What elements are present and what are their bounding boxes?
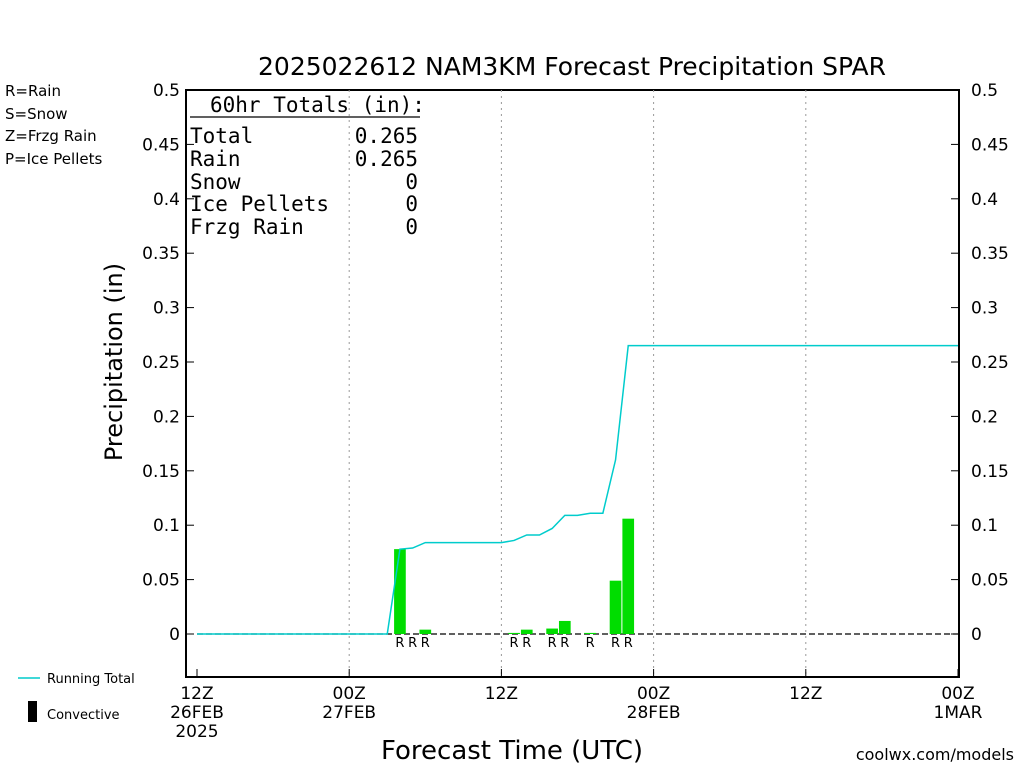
y-tick-label-right-6: 0.3 bbox=[971, 299, 998, 319]
y-tick-label-left-4: 0.2 bbox=[153, 407, 180, 427]
x-tick-label-3-1: 00Z bbox=[637, 684, 670, 704]
y-tick-label-left-5: 0.25 bbox=[142, 353, 180, 373]
y-tick-label-right-7: 0.35 bbox=[971, 244, 1009, 264]
x-axis-label: Forecast Time (UTC) bbox=[381, 736, 643, 766]
rain-bar-4 bbox=[520, 629, 533, 634]
totals-rain-value: 0.265 bbox=[355, 147, 418, 171]
totals-frzg-rain-value: 0 bbox=[405, 215, 418, 239]
y-tick-label-right-10: 0.5 bbox=[971, 81, 998, 101]
x-tick-label-1-2: 27FEB bbox=[322, 703, 376, 723]
y-axis-label: Precipitation (in) bbox=[100, 263, 128, 461]
x-tick-label-5-2: 1MAR bbox=[934, 703, 983, 723]
ptype-label-3: R bbox=[510, 636, 519, 651]
ptype-label-9: R bbox=[624, 636, 633, 651]
rain-bar-9 bbox=[622, 518, 635, 634]
y-tick-label-left-10: 0.5 bbox=[153, 81, 180, 101]
ptype-label-8: R bbox=[611, 636, 620, 651]
y-tick-label-right-4: 0.2 bbox=[971, 407, 998, 427]
ptype-legend-ice-pellets: P=Ice Pellets bbox=[5, 150, 102, 168]
y-tick-label-left-9: 0.45 bbox=[142, 135, 180, 155]
ptype-label-5: R bbox=[548, 636, 557, 651]
y-tick-label-right-0: 0 bbox=[971, 625, 982, 645]
bottom-legend: Running Total Convective bbox=[18, 672, 135, 723]
y-tick-label-left-7: 0.35 bbox=[142, 244, 180, 264]
y-tick-label-left-8: 0.4 bbox=[153, 190, 180, 210]
y-tick-label-right-2: 0.1 bbox=[971, 516, 998, 536]
y-tick-label-left-3: 0.15 bbox=[142, 462, 180, 482]
totals-box: 60hr Totals (in): Total 0.265 Rain 0.265… bbox=[190, 93, 425, 239]
rain-bar-6 bbox=[558, 620, 571, 634]
totals-total-label: Total bbox=[190, 124, 253, 148]
x-tick-label-0-3: 2025 bbox=[175, 722, 218, 742]
totals-rain-label: Rain bbox=[190, 147, 241, 171]
rain-bar-7 bbox=[584, 632, 597, 634]
credit-text: coolwx.com/models bbox=[856, 745, 1014, 764]
totals-snow-label: Snow bbox=[190, 170, 241, 194]
y-tick-label-right-9: 0.45 bbox=[971, 135, 1009, 155]
totals-ice-pellets-label: Ice Pellets bbox=[190, 192, 329, 216]
ptype-label-0: R bbox=[395, 636, 404, 651]
totals-snow-value: 0 bbox=[405, 170, 418, 194]
ptype-label-2: R bbox=[421, 636, 430, 651]
y-tick-label-left-2: 0.1 bbox=[153, 516, 180, 536]
vertical-grid bbox=[348, 90, 807, 677]
totals-ice-pellets-value: 0 bbox=[405, 192, 418, 216]
y-tick-label-right-5: 0.25 bbox=[971, 353, 1009, 373]
rain-bar-2 bbox=[419, 629, 432, 634]
running-total-line bbox=[197, 344, 958, 635]
y-tick-label-right-3: 0.15 bbox=[971, 462, 1009, 482]
running-total-legend-label: Running Total bbox=[47, 672, 135, 687]
totals-heading: 60hr Totals (in): bbox=[210, 93, 425, 117]
rain-bar-0 bbox=[394, 549, 406, 634]
x-tick-label-4-1: 12Z bbox=[789, 684, 822, 704]
y-tick-label-right-8: 0.4 bbox=[971, 190, 998, 210]
rain-bar-8 bbox=[609, 580, 622, 634]
ptype-label-7: R bbox=[586, 636, 595, 651]
totals-frzg-rain-label: Frzg Rain bbox=[190, 215, 304, 239]
x-tick-label-1-1: 00Z bbox=[333, 684, 366, 704]
rain-bar-5 bbox=[546, 628, 558, 634]
ptype-legend: R=Rain S=Snow Z=Frzg Rain P=Ice Pellets bbox=[5, 82, 102, 168]
convective-swatch bbox=[28, 701, 37, 722]
y-tick-label-right-1: 0.05 bbox=[971, 571, 1009, 591]
rain-bars bbox=[394, 518, 635, 634]
x-tick-label-3-2: 28FEB bbox=[627, 703, 681, 723]
y-tick-label-left-1: 0.05 bbox=[142, 571, 180, 591]
plot-frame bbox=[185, 89, 960, 678]
chart-title: 2025022612 NAM3KM Forecast Precipitation… bbox=[258, 52, 886, 81]
y-axis-left: 0 0.05 0.1 0.15 0.2 0.25 0.3 0.35 0.4 0.45 0.5 bbox=[142, 81, 194, 645]
ptype-label-4: R bbox=[522, 636, 531, 651]
ptype-label-6: R bbox=[560, 636, 569, 651]
y-tick-label-left-0: 0 bbox=[169, 625, 180, 645]
x-tick-label-0-2: 26FEB bbox=[170, 703, 224, 723]
ptype-legend-snow: S=Snow bbox=[5, 105, 68, 123]
x-tick-label-2-1: 12Z bbox=[485, 684, 518, 704]
totals-total-value: 0.265 bbox=[355, 124, 418, 148]
ptype-legend-frzg-rain: Z=Frzg Rain bbox=[5, 127, 97, 145]
y-tick-label-left-6: 0.3 bbox=[153, 299, 180, 319]
x-tick-label-0-1: 12Z bbox=[180, 684, 213, 704]
ptype-label-1: R bbox=[408, 636, 417, 651]
y-axis-right: 0 0.05 0.1 0.15 0.2 0.25 0.3 0.35 0.4 0.45 0.5 bbox=[951, 81, 1009, 645]
rain-bar-3 bbox=[508, 632, 520, 634]
x-tick-label-5-1: 00Z bbox=[941, 684, 974, 704]
ptype-legend-rain: R=Rain bbox=[5, 82, 61, 100]
convective-legend-label: Convective bbox=[47, 708, 120, 723]
